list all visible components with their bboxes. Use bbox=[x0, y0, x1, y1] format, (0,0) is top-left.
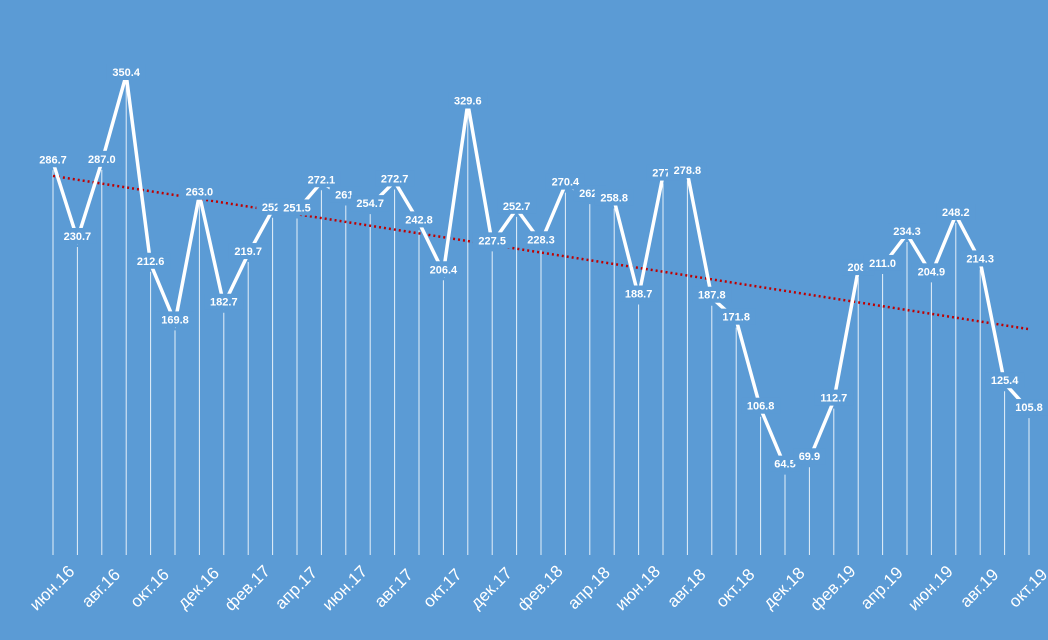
data-label-bg bbox=[619, 285, 659, 302]
data-labels: 286.7 230.7 287.0 350.4 212.6 169.8 263.0 182.7… bbox=[33, 64, 1048, 472]
x-tick-label: окт.16 bbox=[127, 565, 173, 611]
data-label-bg bbox=[960, 250, 1000, 267]
data-label: 248.2 bbox=[942, 207, 970, 219]
data-label: 254.7 bbox=[356, 198, 384, 210]
data-label: 182.7 bbox=[210, 297, 238, 309]
data-label-bg bbox=[716, 308, 756, 325]
data-label: 270.4 bbox=[552, 177, 580, 189]
data-label-bg bbox=[155, 311, 195, 328]
data-label-bg bbox=[911, 263, 951, 280]
data-label: 212.6 bbox=[137, 256, 165, 268]
data-label-bg bbox=[887, 223, 927, 240]
data-label-bg bbox=[985, 372, 1025, 389]
x-tick-label: июн.18 bbox=[611, 562, 664, 615]
data-label: 171.8 bbox=[722, 312, 750, 324]
data-label: 219.7 bbox=[234, 246, 262, 258]
x-tick-label: авг.18 bbox=[663, 565, 709, 611]
data-label: 188.7 bbox=[625, 289, 653, 301]
data-label-bg bbox=[594, 189, 634, 206]
data-label: 69.9 bbox=[799, 451, 820, 463]
x-tick-label: авг.19 bbox=[956, 565, 1002, 611]
data-label-bg bbox=[1009, 399, 1048, 416]
x-tick-label: авг.17 bbox=[371, 565, 417, 611]
x-tick-label: окт.19 bbox=[1005, 565, 1048, 611]
data-label: 187.8 bbox=[698, 290, 726, 302]
data-label-bg bbox=[131, 252, 171, 269]
data-label-bg bbox=[741, 397, 781, 414]
data-label-bg bbox=[204, 293, 244, 310]
x-tick-label: окт.17 bbox=[419, 565, 465, 611]
data-label-bg bbox=[228, 243, 268, 260]
data-label-bg bbox=[936, 204, 976, 220]
data-label-bg bbox=[472, 232, 512, 249]
data-label-bg bbox=[448, 92, 488, 109]
data-label: 230.7 bbox=[64, 231, 92, 243]
data-label-bg bbox=[521, 231, 561, 248]
data-label: 228.3 bbox=[527, 234, 555, 246]
data-label: 234.3 bbox=[893, 226, 921, 238]
data-label-bg bbox=[399, 211, 439, 228]
data-label: 211.0 bbox=[869, 258, 896, 270]
data-label: 252.7 bbox=[503, 201, 531, 213]
x-tick-label: апр.19 bbox=[857, 563, 907, 613]
data-label: 125.4 bbox=[991, 375, 1019, 387]
x-tick-label: фев.19 bbox=[806, 562, 859, 615]
x-tick-label: дек.17 bbox=[467, 564, 516, 613]
data-label-bg bbox=[82, 150, 122, 167]
data-label: 272.1 bbox=[308, 174, 336, 186]
data-label-bg bbox=[350, 195, 390, 212]
x-tick-label: июн.19 bbox=[904, 562, 957, 615]
data-label-bg bbox=[692, 286, 732, 303]
data-label-bg bbox=[375, 170, 415, 187]
data-label: 350.4 bbox=[112, 67, 140, 79]
data-label: 263.0 bbox=[186, 187, 214, 199]
x-tick-label: июн.16 bbox=[26, 562, 79, 615]
data-label-bg bbox=[106, 64, 146, 80]
data-label: 206.4 bbox=[430, 264, 458, 276]
data-label: 258.8 bbox=[600, 192, 628, 204]
data-label-bg bbox=[33, 151, 73, 168]
data-label: 251.5 bbox=[283, 202, 311, 214]
data-label-bg bbox=[793, 448, 826, 465]
data-label: 286.7 bbox=[39, 154, 67, 166]
data-label-bg bbox=[179, 183, 219, 200]
data-label-bg bbox=[667, 162, 707, 179]
data-label: 169.8 bbox=[161, 314, 189, 326]
x-tick-label: апр.17 bbox=[271, 563, 321, 613]
x-axis-tick-labels: июн.16 авг.16 окт.16 дек.16фев.17апр.17июн.… bbox=[26, 562, 1048, 615]
data-label-bg bbox=[301, 171, 341, 188]
data-label: 329.6 bbox=[454, 95, 482, 107]
data-label: 287.0 bbox=[88, 154, 116, 166]
data-label-bg bbox=[863, 254, 903, 271]
data-label: 278.8 bbox=[674, 165, 702, 177]
x-tick-label: авг.16 bbox=[78, 565, 124, 611]
data-label-bg bbox=[768, 455, 802, 472]
data-label: 106.8 bbox=[747, 401, 775, 413]
data-label: 272.7 bbox=[381, 173, 409, 185]
data-label: 204.9 bbox=[918, 266, 946, 278]
data-label: 64.5 bbox=[774, 459, 795, 471]
data-label: 227.5 bbox=[478, 235, 506, 247]
x-tick-label: окт.18 bbox=[712, 565, 758, 611]
x-tick-label: фев.17 bbox=[221, 562, 274, 615]
data-label: 214.3 bbox=[966, 253, 994, 265]
data-label-bg bbox=[423, 261, 463, 278]
x-tick-label: июн.17 bbox=[319, 562, 372, 615]
data-label-bg bbox=[57, 227, 97, 244]
data-label: 105.8 bbox=[1015, 402, 1043, 414]
x-tick-label: дек.18 bbox=[760, 564, 809, 613]
data-label-bg bbox=[497, 197, 537, 214]
x-tick-label: фев.18 bbox=[514, 562, 567, 615]
x-tick-label: апр.18 bbox=[564, 563, 614, 613]
drop-lines bbox=[52, 83, 1030, 555]
data-label: 112.7 bbox=[820, 393, 847, 405]
data-label-bg bbox=[814, 389, 854, 406]
x-tick-label: дек.16 bbox=[174, 564, 223, 613]
data-label: 242.8 bbox=[405, 214, 433, 226]
data-label-bg bbox=[277, 199, 317, 216]
